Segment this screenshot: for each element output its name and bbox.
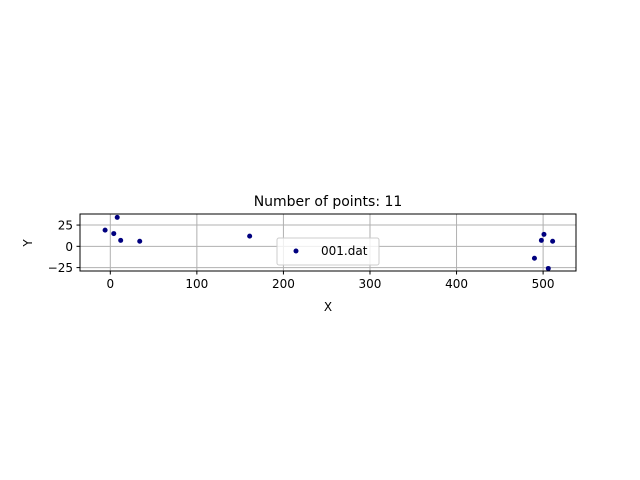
axis-ticks: 0 100 200 300 400 500 −25 0 25 (48, 219, 555, 291)
x-tick-label: 100 (185, 277, 208, 291)
data-point (114, 214, 120, 220)
x-axis-label: X (324, 300, 332, 314)
data-point (118, 237, 124, 243)
data-point (137, 238, 143, 244)
y-tick-label: −25 (48, 261, 73, 275)
x-tick-label: 500 (532, 277, 555, 291)
data-point (247, 233, 253, 239)
x-tick-label: 300 (359, 277, 382, 291)
data-point (111, 231, 117, 237)
plot-area-frame (79, 213, 577, 272)
x-tick-label: 200 (272, 277, 295, 291)
legend-label: 001.dat (321, 244, 368, 258)
x-tick-label: 400 (445, 277, 468, 291)
data-point (545, 265, 551, 271)
data-point (102, 227, 108, 233)
legend: 001.dat (276, 237, 380, 266)
y-tick-label: 0 (65, 240, 73, 254)
data-point (541, 231, 547, 237)
y-axis-label: Y (21, 239, 35, 248)
data-point (538, 237, 544, 243)
chart-title: Number of points: 11 (254, 194, 403, 210)
x-tick-label: 0 (106, 277, 114, 291)
data-point (550, 238, 556, 244)
data-points (102, 214, 556, 271)
y-tick-label: 25 (58, 219, 73, 233)
data-point (531, 255, 537, 261)
legend-marker (293, 248, 299, 254)
legend-box (276, 237, 380, 266)
